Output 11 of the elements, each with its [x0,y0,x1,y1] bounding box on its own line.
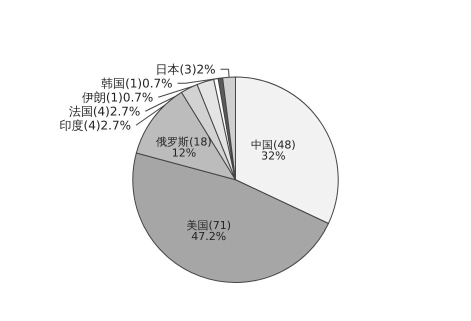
slice-label: 俄罗斯(18) [156,135,212,148]
data-label: 12% [172,146,196,160]
slice-label: 美国(71) [186,218,232,232]
slice-label: 韩国(1)0.7% [101,76,173,90]
slice-label: 日本(3)2% [156,62,216,76]
slice-label: 法国(4)2.7% [68,104,140,118]
slice-label: 伊朗(1)0.7% [82,90,154,104]
data-label: 32% [261,150,286,163]
slice-label: 印度(4)2.7% [60,118,132,132]
slice-label: 中国(48) [251,138,296,152]
data-label: 47.2% [191,230,226,243]
